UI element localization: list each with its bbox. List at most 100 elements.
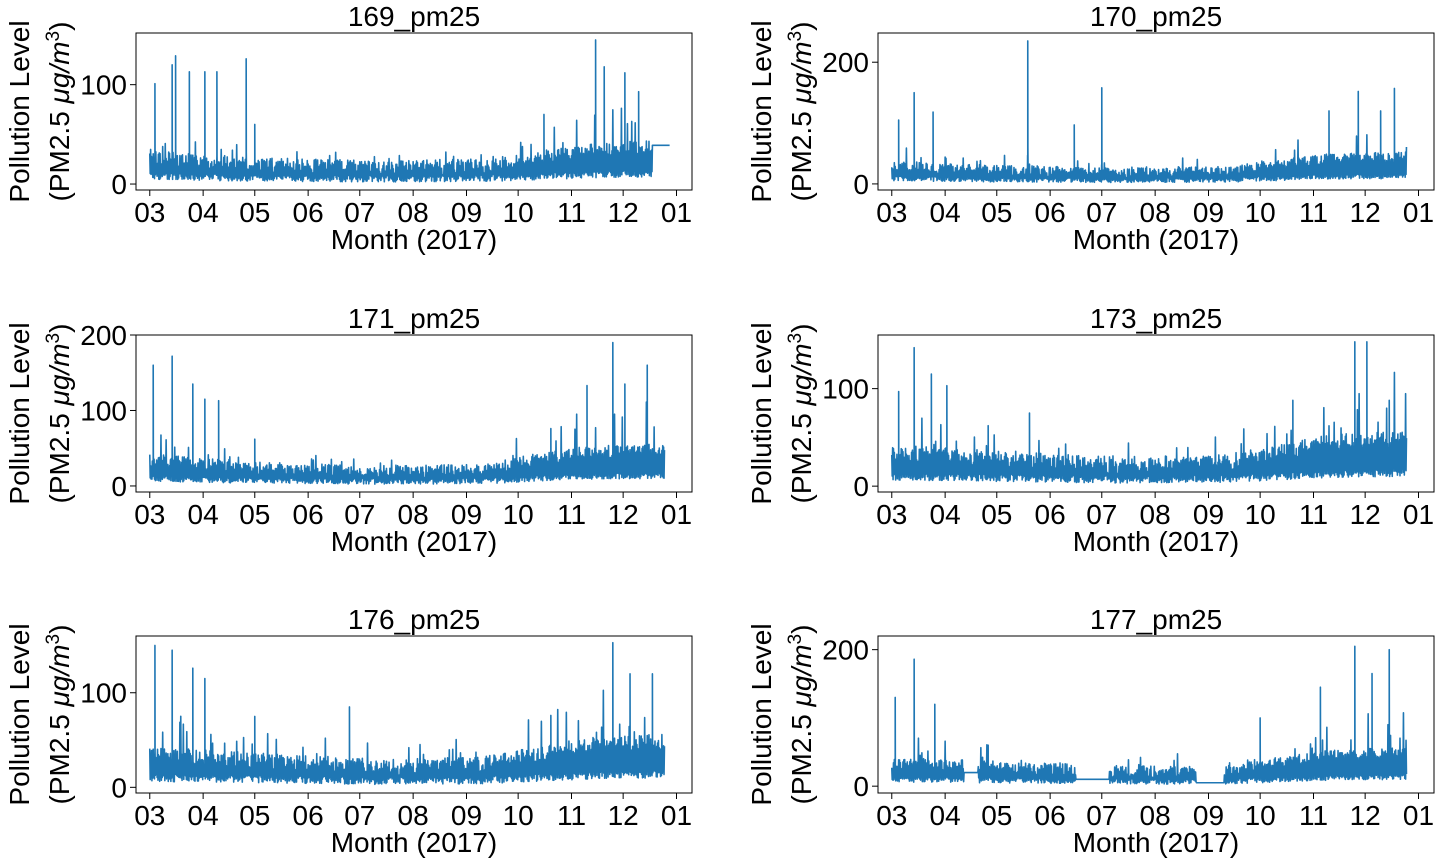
subplot-169_pm25: 169_pm25 03 04 05 06 07 08 09 10 11 12 01 0 100 Month … (4, 1, 693, 255)
series-line (148, 341, 666, 485)
x-tick-label: 08 (398, 499, 429, 530)
series-line (890, 645, 1408, 785)
x-tick-label: 08 (398, 800, 429, 831)
y-label-unit: μg/m (44, 41, 75, 104)
x-axis-label: Month (2017) (1073, 526, 1240, 557)
y-label-prefix: (PM2.5 (44, 103, 75, 201)
y-tick-label: 100 (80, 70, 127, 101)
y-axis-label-line1: Pollution Level (4, 623, 35, 805)
y-label-unit: μg/m (786, 644, 817, 707)
x-tick-label: 11 (1299, 800, 1328, 831)
x-tick-label: 03 (876, 197, 907, 228)
x-tick-label: 05 (981, 800, 1012, 831)
y-axis-label-line2: (PM2.5 μg/m3) (785, 324, 818, 504)
x-tick-label: 10 (1245, 800, 1276, 831)
x-tick-label: 04 (930, 800, 961, 831)
y-label-unit: μg/m (786, 343, 817, 406)
x-tick-label: 10 (503, 800, 534, 831)
subplot-176_pm25: 176_pm25 03 04 05 06 07 08 09 10 11 12 01 0 100 Month … (4, 604, 693, 858)
series-line (890, 40, 1408, 184)
series-line (148, 641, 666, 786)
y-label-prefix: (PM2.5 (786, 405, 817, 503)
x-tick-label: 07 (344, 197, 375, 228)
chart-title: 169_pm25 (348, 1, 480, 32)
x-tick-label: 12 (608, 800, 639, 831)
series-line (890, 341, 1408, 484)
x-tick-label: 03 (876, 499, 907, 530)
x-tick-label: 03 (876, 800, 907, 831)
y-tick-label: 0 (853, 771, 869, 802)
axes-frame (877, 32, 1435, 191)
y-tick-label: 0 (853, 471, 869, 502)
x-tick-label: 12 (608, 499, 639, 530)
x-tick-label: 10 (1245, 499, 1276, 530)
y-label-superscript: 3 (43, 31, 64, 42)
x-tick-label: 09 (1193, 197, 1224, 228)
y-label-prefix: (PM2.5 (44, 706, 75, 804)
x-axis-label: Month (2017) (1073, 224, 1240, 255)
x-tick-label: 11 (557, 499, 586, 530)
y-tick-label: 0 (111, 772, 127, 803)
x-tick-label: 01 (661, 197, 692, 228)
x-tick-label: 05 (981, 197, 1012, 228)
x-tick-label: 08 (1140, 499, 1171, 530)
x-tick-label: 01 (1403, 197, 1434, 228)
y-axis-label-line2: (PM2.5 μg/m3) (785, 625, 818, 805)
x-tick-label: 12 (1350, 197, 1381, 228)
x-tick-label: 07 (344, 800, 375, 831)
subplot-173_pm25: 173_pm25 03 04 05 06 07 08 09 10 11 12 01 0 100 Month … (746, 303, 1435, 557)
x-tick-label: 07 (1086, 800, 1117, 831)
x-tick-label: 07 (1086, 197, 1117, 228)
y-axis-label-line2: (PM2.5 μg/m3) (43, 324, 76, 504)
y-label-prefix: (PM2.5 (786, 103, 817, 201)
x-tick-label: 09 (451, 197, 482, 228)
x-tick-label: 08 (1140, 800, 1171, 831)
y-label-suffix: ) (786, 625, 817, 634)
y-axis-label-line1: Pollution Level (746, 20, 777, 202)
series-line (148, 39, 670, 183)
y-label-superscript: 3 (785, 333, 806, 344)
y-tick-label: 100 (822, 374, 869, 405)
y-label-suffix: ) (44, 625, 75, 634)
subplot-177_pm25: 177_pm25 03 04 05 06 07 08 09 10 11 12 01 0 200 Month … (746, 604, 1435, 858)
x-tick-label: 10 (503, 197, 534, 228)
x-tick-label: 11 (1299, 499, 1328, 530)
y-axis-label-line2: (PM2.5 μg/m3) (43, 625, 76, 805)
y-tick-label: 200 (80, 320, 127, 351)
x-tick-label: 01 (661, 800, 692, 831)
x-tick-label: 11 (1299, 197, 1328, 228)
y-label-unit: μg/m (44, 644, 75, 707)
y-axis-label-line1: Pollution Level (4, 20, 35, 202)
y-tick-label: 200 (822, 635, 869, 666)
x-tick-label: 03 (134, 800, 165, 831)
x-tick-label: 05 (239, 499, 270, 530)
y-label-superscript: 3 (785, 31, 806, 42)
x-tick-label: 04 (930, 499, 961, 530)
x-axis-label: Month (2017) (331, 224, 498, 255)
chart-title: 171_pm25 (348, 303, 480, 334)
x-tick-label: 06 (1035, 499, 1066, 530)
x-axis-label: Month (2017) (1073, 827, 1240, 858)
axes-frame (877, 334, 1435, 493)
x-tick-label: 09 (451, 499, 482, 530)
x-tick-label: 01 (1403, 499, 1434, 530)
x-tick-label: 09 (451, 800, 482, 831)
x-tick-label: 05 (981, 499, 1012, 530)
x-tick-label: 12 (1350, 800, 1381, 831)
y-tick-label: 0 (853, 169, 869, 200)
x-tick-label: 03 (134, 197, 165, 228)
x-axis-label: Month (2017) (331, 827, 498, 858)
x-tick-label: 07 (344, 499, 375, 530)
y-label-unit: μg/m (786, 41, 817, 104)
y-label-prefix: (PM2.5 (786, 706, 817, 804)
x-tick-label: 01 (661, 499, 692, 530)
y-tick-label: 200 (822, 47, 869, 78)
y-label-suffix: ) (44, 22, 75, 31)
x-tick-label: 11 (557, 197, 586, 228)
y-label-unit: μg/m (44, 343, 75, 406)
y-axis-label-line1: Pollution Level (746, 623, 777, 805)
x-tick-label: 01 (1403, 800, 1434, 831)
axes-frame (135, 32, 693, 191)
x-tick-label: 12 (608, 197, 639, 228)
y-tick-label: 100 (80, 678, 127, 709)
